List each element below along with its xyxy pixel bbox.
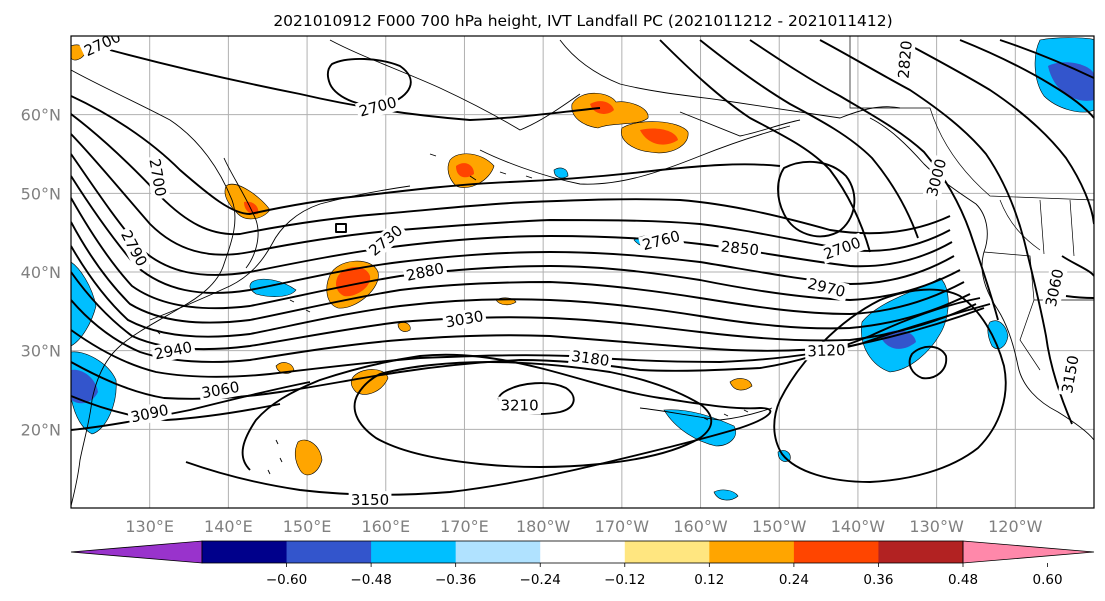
colorbar-tick-label: 0.48 (948, 572, 978, 588)
contour-label: 3120 (807, 341, 846, 360)
contour-label: 3180 (570, 347, 610, 370)
colorbar-segment (793, 541, 879, 563)
lon-tick-label: 140°E (204, 517, 253, 536)
colorbar-tick-label: −0.48 (350, 572, 391, 588)
colorbar-extend-high (962, 540, 1095, 564)
colorbar-tick-label: −0.24 (520, 572, 561, 588)
colorbar-segment (286, 541, 372, 563)
contour-label-background (638, 226, 685, 255)
map-panel: 2700270027002790294030603090273028803030… (21, 35, 1095, 536)
contour-label-background (115, 225, 152, 272)
positive-anomaly-patch (621, 121, 689, 154)
negative-anomaly-patch (663, 409, 736, 447)
lat-tick-label: 40°N (21, 263, 61, 282)
contour-label-background (144, 154, 171, 201)
contour-label-background (354, 92, 401, 122)
negative-anomaly-patch (987, 320, 1009, 349)
political-borders (849, 36, 1094, 371)
contour-label-background (803, 273, 850, 302)
lon-tick-label: 130°W (909, 517, 964, 536)
lon-tick-label: 180°W (516, 517, 571, 536)
colorbar-segment (709, 541, 795, 563)
contour-label-group: 3210 (498, 396, 541, 415)
contour-label-background (197, 377, 244, 403)
contour-label-background (922, 154, 951, 201)
contour-label-group: 2940 (150, 337, 197, 364)
lon-tick-label: 170°E (440, 517, 489, 536)
lon-tick-label: 140°W (831, 517, 886, 536)
contour-label-background (348, 491, 392, 508)
contour-label-group: 3180 (567, 346, 613, 371)
lat-tick-label: 50°N (21, 184, 61, 203)
contour-label-background (567, 346, 613, 371)
contour-label-background (441, 306, 488, 332)
contour-label-group: 2880 (402, 258, 448, 286)
contour-label-background (402, 258, 448, 286)
colorbar-tick-label: −0.12 (604, 572, 645, 588)
lat-tick-label: 30°N (21, 342, 61, 361)
lon-tick-label: 120°W (988, 517, 1043, 536)
colorbar-segment (371, 541, 457, 563)
lon-tick-label: 170°W (595, 517, 650, 536)
negative-anomaly-patch (713, 489, 739, 501)
contour-label-background (818, 232, 866, 265)
contour-label-background (717, 237, 763, 260)
contour-label-group: 3150 (348, 491, 392, 509)
contour-label-background (804, 340, 849, 361)
colorbar-tick-label: 0.36 (863, 572, 893, 588)
figure-title: 2021010912 F000 700 hPa height, IVT Land… (273, 12, 892, 30)
lon-tick-label: 160°E (361, 517, 410, 536)
lon-tick-label: 130°E (125, 517, 174, 536)
colorbar-tick-label: 0.24 (779, 572, 809, 588)
colorbar-extend-low (70, 540, 203, 564)
lon-tick-label: 150°E (283, 517, 332, 536)
positive-anomaly-patch (571, 92, 649, 129)
negative-anomaly-patch (249, 278, 297, 297)
colorbar-tick-label: 0.12 (694, 572, 724, 588)
colorbar-tick-label: −0.60 (266, 572, 307, 588)
contour-label: 2820 (895, 40, 916, 80)
contour-label-group: 2820 (894, 37, 916, 82)
contour-label: 3210 (500, 397, 538, 415)
contour-label-background (79, 36, 126, 62)
contour-label-background (126, 400, 173, 427)
contour-label: 3150 (351, 491, 389, 509)
contour-label-background (894, 37, 916, 82)
negative-anomaly-patch (71, 261, 97, 347)
colorbar-segment (455, 541, 541, 563)
contour-label-background (363, 219, 408, 262)
positive-anomaly-patch (729, 378, 753, 391)
map-frame (70, 35, 1095, 509)
colorbar-tick-label: 0.60 (1033, 572, 1063, 588)
colorbar-tick-label: −0.36 (435, 572, 476, 588)
colorbar-frame (201, 540, 964, 564)
contour-label-background (150, 337, 197, 364)
latitude-axis: 60°N 50°N 40°N 30°N 20°N (21, 106, 61, 440)
contour-label-background (1041, 264, 1068, 311)
colorbar-segment (540, 541, 626, 563)
coastlines (71, 39, 1094, 507)
lon-tick-label: 160°W (673, 517, 728, 536)
contour-label-group: 2850 (717, 237, 763, 260)
contour-label-group: 3060 (1041, 264, 1068, 311)
negative-anomaly-patch (553, 167, 569, 179)
lat-tick-label: 60°N (21, 106, 61, 125)
positive-anomaly-patch (294, 439, 323, 476)
contour-label-background (1057, 351, 1083, 397)
contour-label-group: 3120 (804, 340, 849, 361)
contour-labels: 2700270027002790294030603090273028803030… (79, 36, 1083, 509)
lat-tick-label: 20°N (21, 420, 61, 439)
height-contours (71, 39, 1094, 496)
contour-label: 2850 (720, 237, 760, 259)
contour-label-group: 3060 (197, 377, 244, 403)
colorbar-segment (202, 541, 288, 563)
colorbar-segment (878, 541, 964, 563)
contour-label-background (498, 396, 541, 415)
colorbar: −0.60 −0.48 −0.36 −0.24 −0.12 0.12 0.24 0.36 0.4… (70, 540, 1095, 588)
colorbar-segment (624, 541, 710, 563)
gridlines (71, 36, 1094, 508)
longitude-axis: 130°E 140°E 150°E 160°E 170°E 180°W 170°W 160°W… (125, 517, 1042, 536)
lon-tick-label: 150°W (752, 517, 807, 536)
